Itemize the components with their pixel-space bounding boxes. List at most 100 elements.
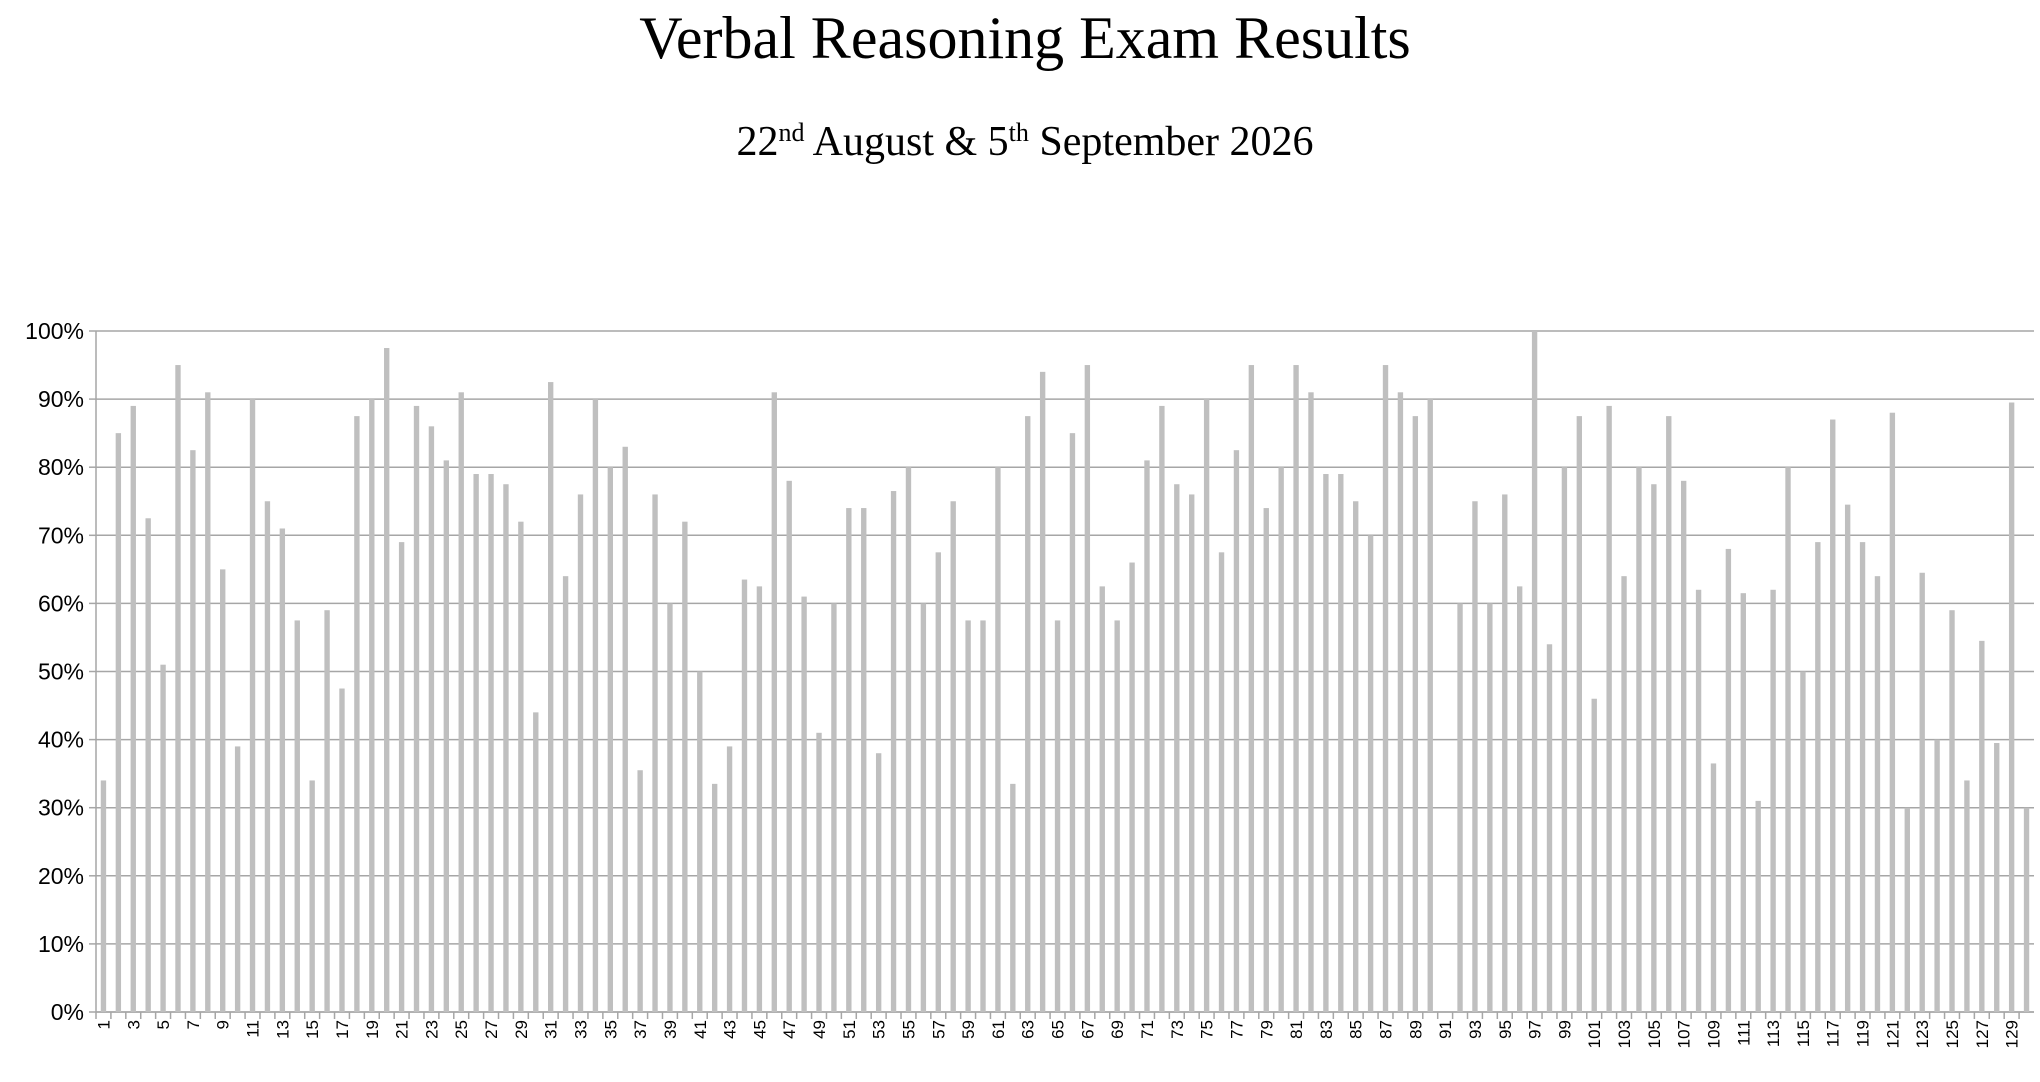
x-tick-label: 29 (512, 1020, 531, 1039)
x-tick-label: 103 (1615, 1020, 1634, 1048)
bar (786, 480, 792, 1012)
x-tick-label: 99 (1555, 1020, 1574, 1039)
bar (1621, 576, 1627, 1012)
x-tick-label: 5 (154, 1020, 173, 1029)
x-tick-label: 87 (1377, 1020, 1396, 1039)
bar (1889, 412, 1896, 1013)
bar (2008, 402, 2015, 1012)
x-tick-label: 95 (1496, 1020, 1515, 1039)
x-tick-label: 119 (1854, 1020, 1873, 1047)
x-tick-label: 67 (1078, 1020, 1097, 1039)
bar (1710, 763, 1717, 1012)
bar (637, 770, 643, 1012)
x-tick-label: 91 (1436, 1020, 1455, 1039)
y-tick-label: 30% (38, 795, 84, 821)
x-tick-label: 49 (810, 1020, 829, 1039)
bar (1606, 405, 1612, 1012)
bar (816, 732, 822, 1012)
bar (369, 399, 375, 1013)
x-tick-label: 1 (94, 1020, 113, 1029)
bar (443, 460, 450, 1012)
bar (1904, 807, 1910, 1012)
bar (1382, 365, 1389, 1012)
x-tick-label: 129 (2003, 1020, 2022, 1048)
x-tick-label: 123 (1913, 1020, 1932, 1048)
x-tick-label: 125 (1943, 1020, 1962, 1048)
y-tick-label: 70% (38, 522, 84, 548)
x-tick-label: 73 (1168, 1020, 1187, 1039)
x-tick-label: 55 (899, 1020, 918, 1039)
bar (1099, 586, 1105, 1012)
x-tick-label: 25 (452, 1020, 471, 1039)
bar (801, 596, 807, 1012)
y-tick-label: 60% (38, 590, 84, 616)
bar (1353, 501, 1359, 1012)
bar (756, 586, 763, 1012)
bar (100, 780, 107, 1012)
bar (1293, 365, 1299, 1012)
bar (607, 467, 613, 1012)
bar (458, 392, 464, 1012)
bar (279, 528, 286, 1012)
x-tick-label: 111 (1734, 1020, 1753, 1046)
bar (1561, 467, 1568, 1012)
bar (1218, 552, 1225, 1012)
x-tick-label: 27 (482, 1020, 501, 1039)
subtitle-part: 22 (736, 119, 778, 165)
bar (1069, 433, 1076, 1012)
bar (935, 552, 941, 1012)
x-tick-label: 13 (273, 1020, 292, 1039)
bar (1725, 548, 1732, 1012)
bar (890, 491, 897, 1012)
chart-subtitle: 22nd August & 5th September 2026 (736, 118, 1313, 165)
bar (1651, 484, 1657, 1013)
subtitle-part: September 2026 (1029, 119, 1314, 165)
bar (413, 405, 420, 1012)
bar (861, 508, 867, 1012)
bar (682, 521, 688, 1012)
bar (831, 603, 837, 1012)
bar (1025, 416, 1031, 1012)
bar (1114, 620, 1120, 1012)
bar (1174, 484, 1180, 1013)
bar (905, 467, 912, 1012)
bar (1189, 494, 1195, 1012)
bar (1039, 371, 1046, 1012)
bar (1472, 501, 1478, 1012)
x-tick-label: 43 (721, 1020, 740, 1039)
bar (1636, 467, 1642, 1012)
bar (518, 521, 524, 1012)
x-tick-label: 127 (1973, 1020, 1992, 1048)
bar (622, 446, 628, 1012)
x-tick-label: 17 (333, 1020, 352, 1039)
bar (1054, 620, 1061, 1012)
x-tick-label: 63 (1019, 1020, 1038, 1039)
bar (1949, 610, 1955, 1012)
bar (428, 426, 435, 1013)
bar (1248, 365, 1255, 1012)
bar (220, 569, 226, 1012)
bar (324, 610, 330, 1012)
bar (1680, 480, 1687, 1012)
bar (354, 416, 360, 1012)
bar (1308, 392, 1314, 1012)
bar (577, 494, 584, 1012)
x-tick-label: 113 (1764, 1020, 1783, 1047)
x-tick-label: 53 (870, 1020, 889, 1039)
bar (1159, 405, 1165, 1012)
bar (1278, 467, 1284, 1012)
bar (1338, 474, 1344, 1012)
x-tick-label: 21 (393, 1020, 412, 1039)
bar (950, 501, 956, 1012)
bar (1934, 739, 1940, 1012)
x-tick-label: 69 (1108, 1020, 1127, 1039)
x-tick-label: 35 (601, 1020, 620, 1039)
bar (1874, 576, 1881, 1012)
bar (1323, 474, 1329, 1012)
bar (339, 688, 345, 1012)
bar (697, 671, 703, 1012)
bar (1144, 460, 1150, 1012)
bar (473, 474, 479, 1012)
x-tick-label: 51 (840, 1020, 859, 1039)
